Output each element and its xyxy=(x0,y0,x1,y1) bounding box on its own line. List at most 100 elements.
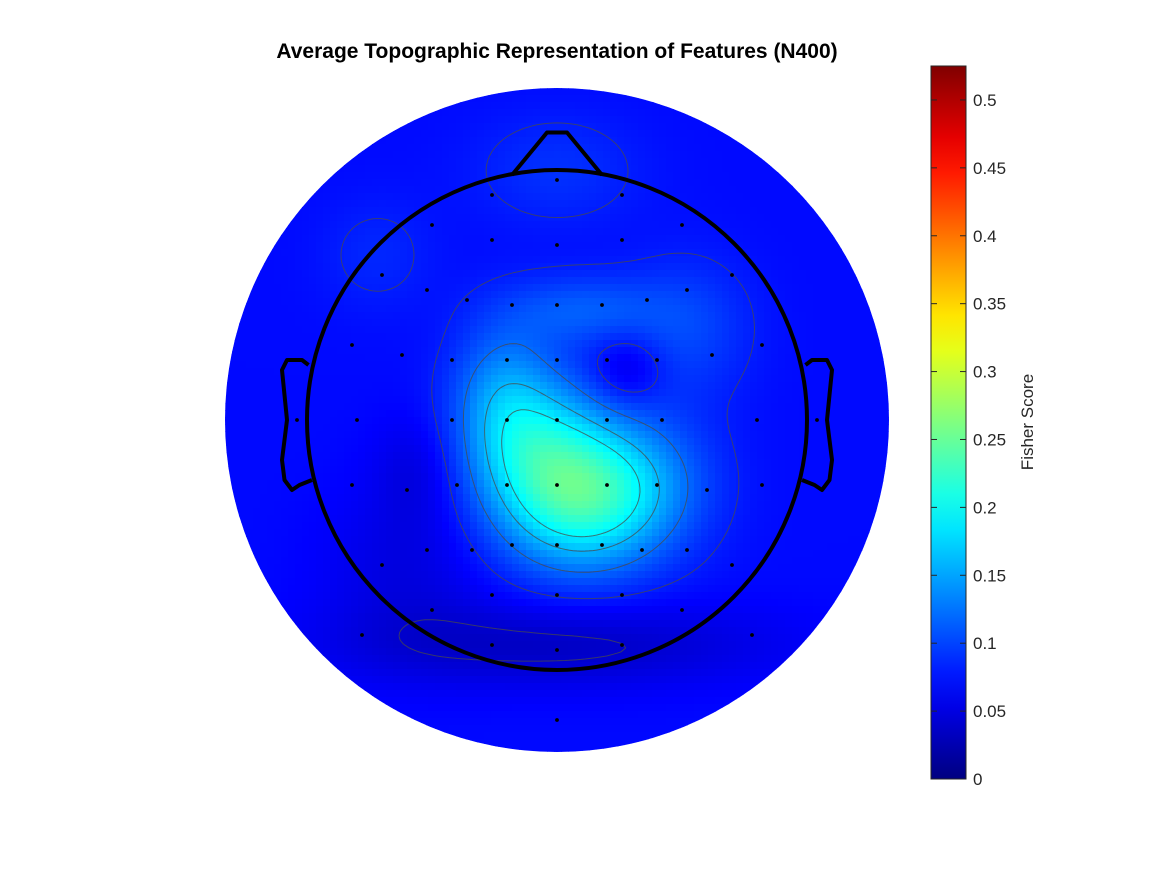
map-cell xyxy=(337,347,345,355)
map-cell xyxy=(442,312,450,320)
map-cell xyxy=(400,676,408,684)
map-cell xyxy=(463,249,471,257)
map-cell xyxy=(386,312,394,320)
map-cell xyxy=(407,438,415,446)
map-cell xyxy=(470,305,478,313)
map-cell xyxy=(295,459,303,467)
map-cell xyxy=(330,508,338,516)
map-cell xyxy=(470,501,478,509)
map-cell xyxy=(505,361,513,369)
map-cell xyxy=(624,102,632,110)
map-cell xyxy=(288,417,296,425)
map-cell xyxy=(407,459,415,467)
map-cell xyxy=(372,277,380,285)
map-cell xyxy=(526,347,534,355)
map-cell xyxy=(386,389,394,397)
map-cell xyxy=(477,452,485,460)
map-cell xyxy=(575,669,583,677)
map-cell xyxy=(267,592,275,600)
map-cell xyxy=(568,410,576,418)
map-cell xyxy=(491,228,499,236)
map-cell xyxy=(442,725,450,733)
map-cell xyxy=(302,305,310,313)
map-cell xyxy=(484,165,492,173)
map-cell xyxy=(589,214,597,222)
map-cell xyxy=(309,214,317,222)
map-cell xyxy=(484,690,492,698)
map-cell xyxy=(463,270,471,278)
map-cell xyxy=(393,137,401,145)
map-cell xyxy=(505,368,513,376)
map-cell xyxy=(491,221,499,229)
map-cell xyxy=(631,368,639,376)
map-cell xyxy=(246,459,254,467)
map-cell xyxy=(351,214,359,222)
map-cell xyxy=(365,592,373,600)
map-cell xyxy=(526,256,534,264)
map-cell xyxy=(561,494,569,502)
map-cell xyxy=(358,683,366,691)
map-cell xyxy=(624,235,632,243)
map-cell xyxy=(274,270,282,278)
map-cell xyxy=(477,431,485,439)
map-cell xyxy=(456,270,464,278)
map-cell xyxy=(449,249,457,257)
map-cell xyxy=(652,333,660,341)
map-cell xyxy=(372,543,380,551)
map-cell xyxy=(484,459,492,467)
map-cell xyxy=(435,123,443,131)
map-cell xyxy=(561,676,569,684)
map-cell xyxy=(386,529,394,537)
map-cell xyxy=(582,95,590,103)
map-cell xyxy=(470,235,478,243)
map-cell xyxy=(617,158,625,166)
map-cell xyxy=(589,403,597,411)
map-cell xyxy=(407,487,415,495)
map-cell xyxy=(526,158,534,166)
map-cell xyxy=(267,515,275,523)
map-cell xyxy=(351,305,359,313)
map-cell xyxy=(435,634,443,642)
map-cell xyxy=(533,417,541,425)
map-cell xyxy=(491,487,499,495)
map-cell xyxy=(645,284,653,292)
map-cell xyxy=(232,473,240,481)
map-cell xyxy=(344,592,352,600)
map-cell xyxy=(351,326,359,334)
map-cell xyxy=(449,473,457,481)
map-cell xyxy=(267,242,275,250)
map-cell xyxy=(421,648,429,656)
map-cell xyxy=(379,137,387,145)
map-cell xyxy=(470,396,478,404)
map-cell xyxy=(596,347,604,355)
map-cell xyxy=(428,592,436,600)
map-cell xyxy=(589,620,597,628)
map-cell xyxy=(575,137,583,145)
map-cell xyxy=(393,151,401,159)
map-cell xyxy=(512,186,520,194)
map-cell xyxy=(470,739,478,747)
map-cell xyxy=(295,277,303,285)
map-cell xyxy=(288,354,296,362)
map-cell xyxy=(421,361,429,369)
map-cell xyxy=(568,452,576,460)
map-cell xyxy=(568,130,576,138)
map-cell xyxy=(638,186,646,194)
map-cell xyxy=(470,221,478,229)
map-cell xyxy=(498,95,506,103)
map-cell xyxy=(344,543,352,551)
map-cell xyxy=(421,158,429,166)
map-cell xyxy=(309,613,317,621)
map-cell xyxy=(575,704,583,712)
map-cell xyxy=(365,368,373,376)
map-cell xyxy=(652,410,660,418)
map-cell xyxy=(337,340,345,348)
map-cell xyxy=(330,662,338,670)
map-cell xyxy=(323,508,331,516)
map-cell xyxy=(337,158,345,166)
map-cell xyxy=(589,347,597,355)
map-cell xyxy=(484,123,492,131)
map-cell xyxy=(449,263,457,271)
map-cell xyxy=(232,312,240,320)
map-cell xyxy=(484,263,492,271)
